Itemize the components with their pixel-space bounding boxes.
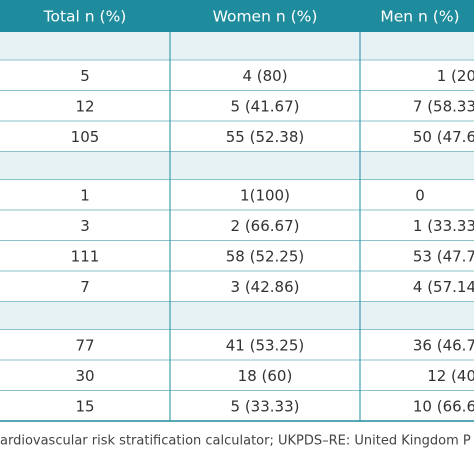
cell: 36 (46.7 [413,336,474,354]
footnote: ardiovascular risk stratification calcul… [0,434,471,449]
cell: 1 (20 [437,67,474,85]
cell: 12 (40 [427,367,474,385]
cell: 105 [71,128,100,146]
cell: 5 [80,67,90,85]
cell: 58 (52.25) [226,247,305,265]
cell: 111 [71,247,100,265]
header-cell: Total n (%) [43,8,127,26]
cell: 1 [80,186,90,204]
cell: 4 (57.14 [413,278,474,296]
cell: 3 [80,217,90,235]
section-row [0,301,474,330]
cell: 50 (47.6 [413,128,474,146]
cell: 1 (33.33 [413,217,474,235]
cell: 10 (66.6 [413,397,474,415]
cell: 41 (53.25) [226,336,305,354]
cell: 2 (66.67) [231,217,300,235]
cell: 1(100) [240,186,290,204]
cell: 18 (60) [238,367,293,385]
header-bg [0,0,474,32]
cell: 53 (47.7 [413,247,474,265]
header-cell: Women n (%) [213,8,318,26]
cell: 12 [75,97,94,115]
cell: 15 [75,397,94,415]
cell: 55 (52.38) [226,128,305,146]
cell: 30 [75,367,94,385]
header-cell: Men n (%) [380,8,459,26]
cell: 4 (80) [242,67,287,85]
cell: 77 [75,336,94,354]
cell: 0 [415,186,425,204]
cell: 7 (58.33 [413,97,474,115]
section-row [0,151,474,180]
cell: 3 (42.86) [231,278,300,296]
section-row [0,32,474,60]
cell: 7 [80,278,90,296]
cell: 5 (41.67) [231,97,300,115]
cell: 5 (33.33) [231,397,300,415]
